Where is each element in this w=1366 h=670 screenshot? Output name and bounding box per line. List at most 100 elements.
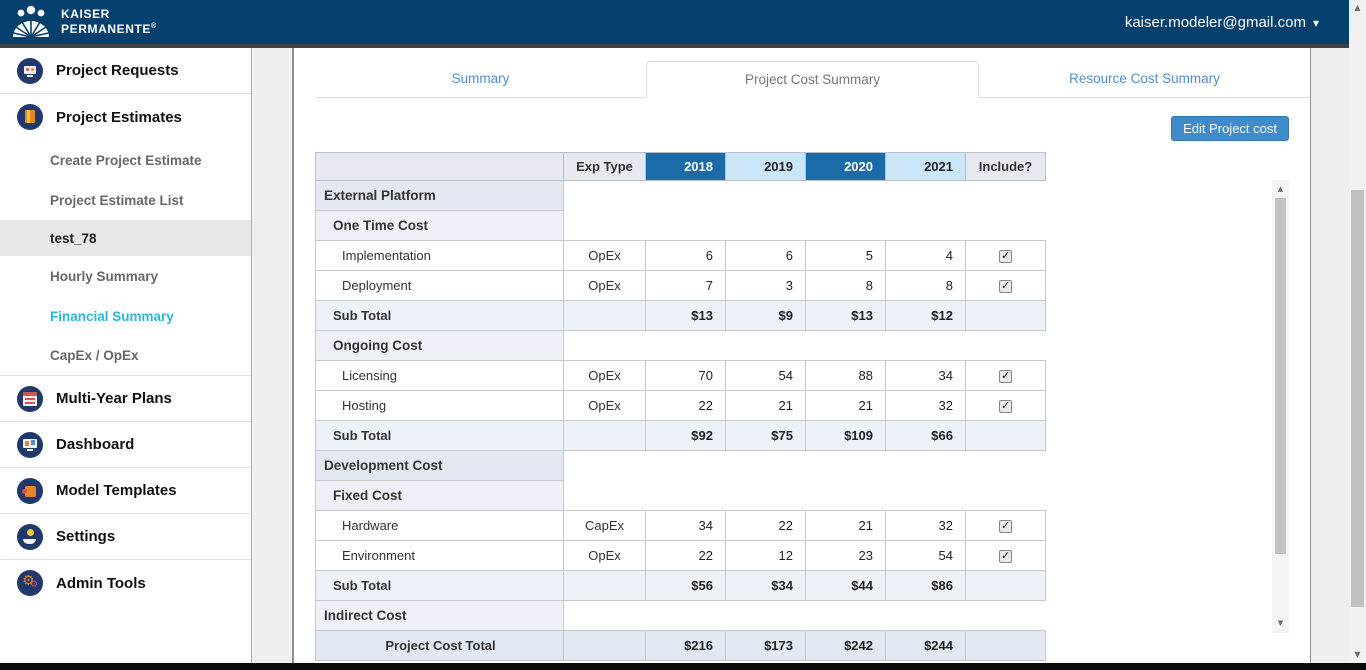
page-scrollbar-thumb[interactable]: [1351, 190, 1364, 607]
include-cell: [965, 270, 1046, 301]
sidebar-item-financial-summary[interactable]: Financial Summary: [0, 296, 251, 336]
row-label: Deployment: [315, 270, 564, 301]
sidebar-content-gutter: [251, 48, 294, 663]
multi-year-plans-icon: [17, 385, 43, 412]
include-cell: [965, 360, 1046, 391]
cost-table-body: External Platform One Time Cost Implementa…: [315, 180, 1046, 661]
tab-resource-cost-summary[interactable]: Resource Cost Summary: [1069, 71, 1220, 86]
sidebar-item-label: Financial Summary: [50, 308, 174, 324]
row-label: Licensing: [315, 360, 564, 391]
col-header-2020: 2020: [805, 152, 886, 181]
sidebar-item-admin-tools[interactable]: ⚙ ⚙ Admin Tools: [0, 560, 251, 606]
admin-tools-icon: ⚙ ⚙: [17, 570, 43, 596]
sidebar-item-project-requests[interactable]: Project Requests: [0, 48, 251, 94]
cost-value: $34: [725, 570, 806, 601]
sidebar-item-test-78[interactable]: test_78: [0, 220, 251, 256]
row-blank: [563, 210, 1046, 241]
exp-type-cell: OpEx: [563, 360, 646, 391]
row-label: Hardware: [315, 510, 564, 541]
sidebar-item-label: test_78: [50, 230, 97, 246]
cost-value: 70: [645, 360, 726, 391]
sidebar-item-dashboard[interactable]: Dashboard: [0, 422, 251, 468]
sidebar-item-label: Hourly Summary: [50, 268, 159, 284]
include-cell: [965, 420, 1046, 451]
row-label: Sub Total: [315, 300, 564, 331]
include-checkbox[interactable]: [999, 399, 1012, 414]
table-row-external-platform: External Platform: [315, 180, 1046, 211]
cost-value: 32: [885, 510, 966, 541]
sidebar-item-settings[interactable]: Settings: [0, 514, 251, 560]
cost-value: 5: [805, 240, 886, 271]
edit-project-cost-button[interactable]: Edit Project cost: [1171, 116, 1289, 141]
exp-type-cell: OpEx: [563, 390, 646, 421]
row-label: Sub Total: [315, 420, 564, 451]
cost-table: Exp Type 2018 2019 2020 2021 Include? Externa…: [315, 152, 1046, 661]
row-label: Development Cost: [315, 450, 564, 481]
brand-line-1: KAISER: [61, 7, 110, 21]
include-cell: [965, 240, 1046, 271]
include-cell: [965, 300, 1046, 331]
col-header-2019: 2019: [725, 152, 806, 181]
cost-value: 22: [645, 540, 726, 571]
include-cell: [965, 390, 1046, 421]
sidebar-item-label: Dashboard: [56, 436, 135, 453]
exp-type-cell: [563, 420, 646, 451]
cost-value: 22: [725, 510, 806, 541]
sidebar-item-capex-opex[interactable]: CapEx / OpEx: [0, 336, 251, 376]
sidebar-item-model-templates[interactable]: Model Templates: [0, 468, 251, 514]
cost-value: 54: [885, 540, 966, 571]
row-label: Environment: [315, 540, 564, 571]
dashboard-icon: [17, 431, 43, 458]
scroll-down-icon[interactable]: [1349, 647, 1366, 663]
tab-bar: Summary Project Cost Summary Resource Cost…: [315, 61, 1310, 98]
row-label: One Time Cost: [315, 210, 564, 241]
sidebar-item-hourly-summary[interactable]: Hourly Summary: [0, 256, 251, 296]
row-label: Hosting: [315, 390, 564, 421]
cost-value: $56: [645, 570, 726, 601]
scroll-up-icon[interactable]: [1272, 182, 1289, 197]
project-cost-table-wrap: Exp Type 2018 2019 2020 2021 Include? Externa…: [315, 152, 1046, 661]
cost-value: 21: [805, 390, 886, 421]
bottom-edge-bar: [0, 663, 1366, 670]
user-menu[interactable]: kaiser.modeler@gmail.com: [1125, 14, 1319, 31]
table-row-licensing: Licensing OpEx 70 54 88 34: [315, 360, 1046, 391]
sidebar-item-multi-year-plans[interactable]: Multi-Year Plans: [0, 376, 251, 422]
table-row-hardware: Hardware CapEx 34 22 21 32: [315, 510, 1046, 541]
brand-line-2: PERMANENTE: [61, 22, 152, 36]
table-row-deployment: Deployment OpEx 7 3 8 8: [315, 270, 1046, 301]
sidebar-item-label: Create Project Estimate: [50, 152, 202, 168]
exp-type-cell: [563, 570, 646, 601]
table-row-environment: Environment OpEx 22 12 23 54: [315, 540, 1046, 571]
cost-value: $9: [725, 300, 806, 331]
sidebar-item-label: CapEx / OpEx: [50, 348, 139, 363]
cost-value: $244: [885, 630, 966, 661]
cost-value: $13: [805, 300, 886, 331]
cost-value: 7: [645, 270, 726, 301]
sidebar-item-create-project-estimate[interactable]: Create Project Estimate: [0, 140, 251, 180]
exp-type-cell: OpEx: [563, 240, 646, 271]
cost-value: 54: [725, 360, 806, 391]
include-checkbox[interactable]: [999, 369, 1012, 384]
scroll-up-icon[interactable]: [1349, 0, 1366, 16]
row-label: Ongoing Cost: [315, 330, 564, 361]
col-header-label: [315, 152, 564, 181]
row-label: Project Cost Total: [315, 630, 564, 661]
sidebar-item-label: Model Templates: [56, 482, 177, 499]
include-checkbox[interactable]: [999, 519, 1012, 534]
sidebar-item-project-estimate-list[interactable]: Project Estimate List: [0, 180, 251, 220]
tab-project-cost-summary[interactable]: Project Cost Summary: [646, 61, 979, 98]
sidebar-item-label: Project Estimates: [56, 108, 182, 126]
table-row-hosting: Hosting OpEx 22 21 21 32: [315, 390, 1046, 421]
scroll-down-icon[interactable]: [1272, 616, 1289, 631]
project-requests-icon: [17, 57, 43, 84]
tab-summary[interactable]: Summary: [451, 71, 510, 86]
include-cell: [965, 510, 1046, 541]
table-scrollbar-thumb[interactable]: [1275, 198, 1286, 554]
cost-value: 6: [645, 240, 726, 271]
sidebar-item-project-estimates[interactable]: Project Estimates: [0, 94, 251, 140]
include-checkbox[interactable]: [999, 549, 1012, 564]
include-checkbox[interactable]: [999, 279, 1012, 294]
settings-icon: [17, 523, 43, 550]
cost-value: $66: [885, 420, 966, 451]
include-checkbox[interactable]: [999, 249, 1012, 264]
